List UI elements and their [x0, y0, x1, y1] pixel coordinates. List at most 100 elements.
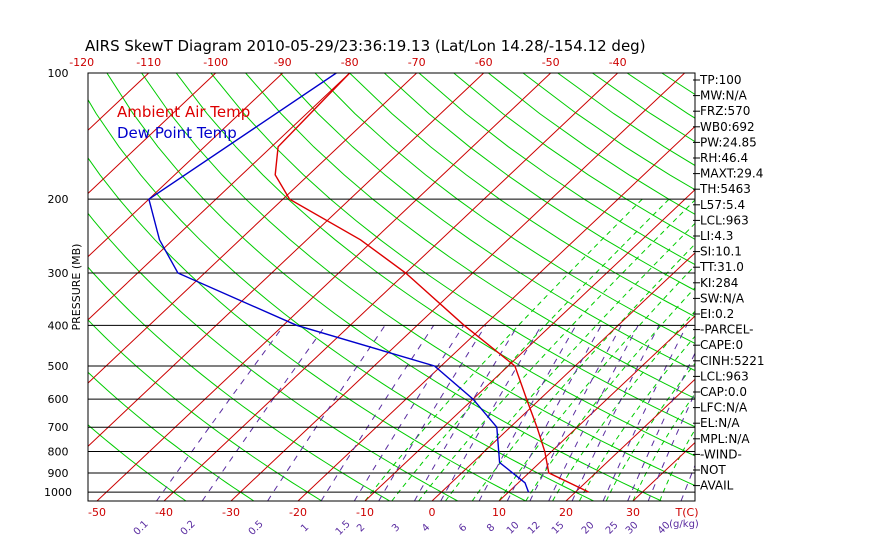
top-temp-tick-label: -50: [542, 56, 560, 69]
top-temp-tick-label: -80: [341, 56, 359, 69]
moist-adiabat: [391, 198, 670, 501]
isotherm: [88, 73, 418, 384]
isotherm: [565, 378, 695, 501]
bottom-temp-tick-label: -50: [88, 506, 106, 519]
dry-adiabat: [453, 73, 695, 240]
mixing-ratio-line: [647, 391, 695, 501]
dry-adiabat: [835, 73, 870, 501]
top-temp-tick-label: -90: [274, 56, 292, 69]
mixing-ratio-tick-label: 3: [390, 522, 402, 534]
mixing-ratio-line: [602, 325, 688, 501]
index-label: MW:N/A: [700, 89, 748, 103]
index-label: LFC:N/A: [700, 401, 748, 415]
dry-adiabat: [210, 73, 695, 428]
index-label: RH:46.4: [700, 151, 748, 165]
index-label: -WIND-: [700, 447, 742, 461]
pressure-tick-label: 100: [48, 67, 69, 80]
index-label: SI:10.1: [700, 245, 742, 259]
index-label: CAPE:0: [700, 338, 743, 352]
bottom-temp-tick-label: 0: [429, 506, 436, 519]
bottom-axis-unit: T(C): [675, 506, 699, 519]
index-label: TT:31.0: [699, 260, 744, 274]
moist-adiabat: [444, 222, 695, 501]
moist-adiabat: [364, 198, 643, 501]
mixing-ratio-line: [320, 325, 435, 501]
index-label: WB0:692: [700, 120, 755, 134]
dry-adiabat: [88, 266, 391, 501]
pressure-tick-label: 200: [48, 193, 69, 206]
isotherm: [163, 73, 619, 501]
series-layer: [148, 73, 590, 493]
grid-layer: [88, 73, 870, 501]
mixing-ratio-tick-label: 30: [624, 520, 641, 537]
index-label: PW:24.85: [700, 135, 757, 149]
dry-adiabat: [522, 73, 695, 191]
moist-adiabat: [552, 310, 695, 501]
pressure-tick-label: 1000: [44, 486, 72, 499]
mixing-ratio-line: [506, 325, 602, 501]
index-label: LCL:963: [700, 213, 749, 227]
mixing-ratio-line: [478, 325, 577, 501]
bottom-temp-tick-label: -40: [155, 506, 173, 519]
mixing-ratio-line: [529, 325, 622, 501]
mixing-ratio-tick-label: 0.1: [132, 519, 151, 538]
index-label: AVAIL: [700, 479, 734, 493]
bottom-temp-tick-label: -20: [289, 506, 307, 519]
dry-adiabat: [245, 73, 695, 399]
pressure-tick-label: 400: [48, 319, 69, 332]
bottom-temp-tick-label: -30: [222, 506, 240, 519]
legend: Ambient Air Temp Dew Point Temp: [117, 103, 250, 142]
mixing-ratio-line: [440, 325, 542, 501]
index-label: CAP:0.0: [700, 385, 747, 399]
isotherm: [767, 73, 870, 501]
moist-adiabat: [418, 199, 695, 501]
isotherm: [297, 125, 695, 501]
isotherm: [230, 73, 686, 501]
index-label: KI:284: [700, 276, 738, 290]
mixing-ratio-tick-label: 4: [420, 522, 432, 534]
isotherm: [431, 252, 695, 501]
mixing-ratio-tick-label: 15: [550, 520, 567, 537]
index-label: TP:100: [699, 73, 742, 87]
dry-adiabat: [175, 73, 695, 457]
pressure-tick-label: 700: [48, 421, 69, 434]
y-axis-label: PRESSURE (MB): [70, 244, 83, 331]
dry-adiabat: [88, 371, 255, 501]
isotherm: [96, 73, 552, 501]
index-label: SW:N/A: [700, 291, 745, 305]
dry-adiabat: [766, 73, 870, 501]
bottom-temp-tick-label: -10: [356, 506, 374, 519]
legend-item-dewpoint: Dew Point Temp: [117, 124, 237, 142]
moist-adiabat: [498, 264, 695, 501]
temperature-profile-line: [274, 73, 590, 493]
index-label: LI:4.3: [700, 229, 733, 243]
index-label: L57:5.4: [700, 198, 745, 212]
dry-adiabat: [279, 73, 695, 372]
pressure-tick-label: 300: [48, 267, 69, 280]
dry-adiabat: [88, 424, 187, 501]
dewpoint-profile-line: [148, 73, 530, 493]
mixing-ratio-tick-label: 20: [580, 520, 597, 537]
top-temp-tick-label: -40: [609, 56, 627, 69]
dry-adiabat: [88, 157, 526, 501]
mixing-ratio-tick-label: 0.2: [179, 519, 198, 538]
moist-adiabat: [471, 243, 695, 501]
bottom-temp-tick-label: 10: [492, 506, 506, 519]
isotherm: [88, 73, 485, 447]
top-temp-tick-label: -70: [408, 56, 426, 69]
dry-adiabat: [488, 73, 695, 215]
index-label: CINH:5221: [700, 354, 765, 368]
index-label: NOT: [700, 463, 726, 477]
bottom-temp-tick-label: 20: [559, 506, 573, 519]
isotherm: [88, 73, 284, 258]
index-label: EI:0.2: [700, 307, 734, 321]
dry-adiabat: [383, 73, 695, 291]
dry-adiabat: [418, 73, 695, 266]
mixing-ratio-line: [378, 325, 487, 501]
legend-item-temperature: Ambient Air Temp: [117, 103, 250, 121]
isotherm: [88, 73, 217, 195]
mixing-ratio-tick-label: 0.5: [247, 519, 266, 538]
top-temp-tick-label: -100: [203, 56, 228, 69]
